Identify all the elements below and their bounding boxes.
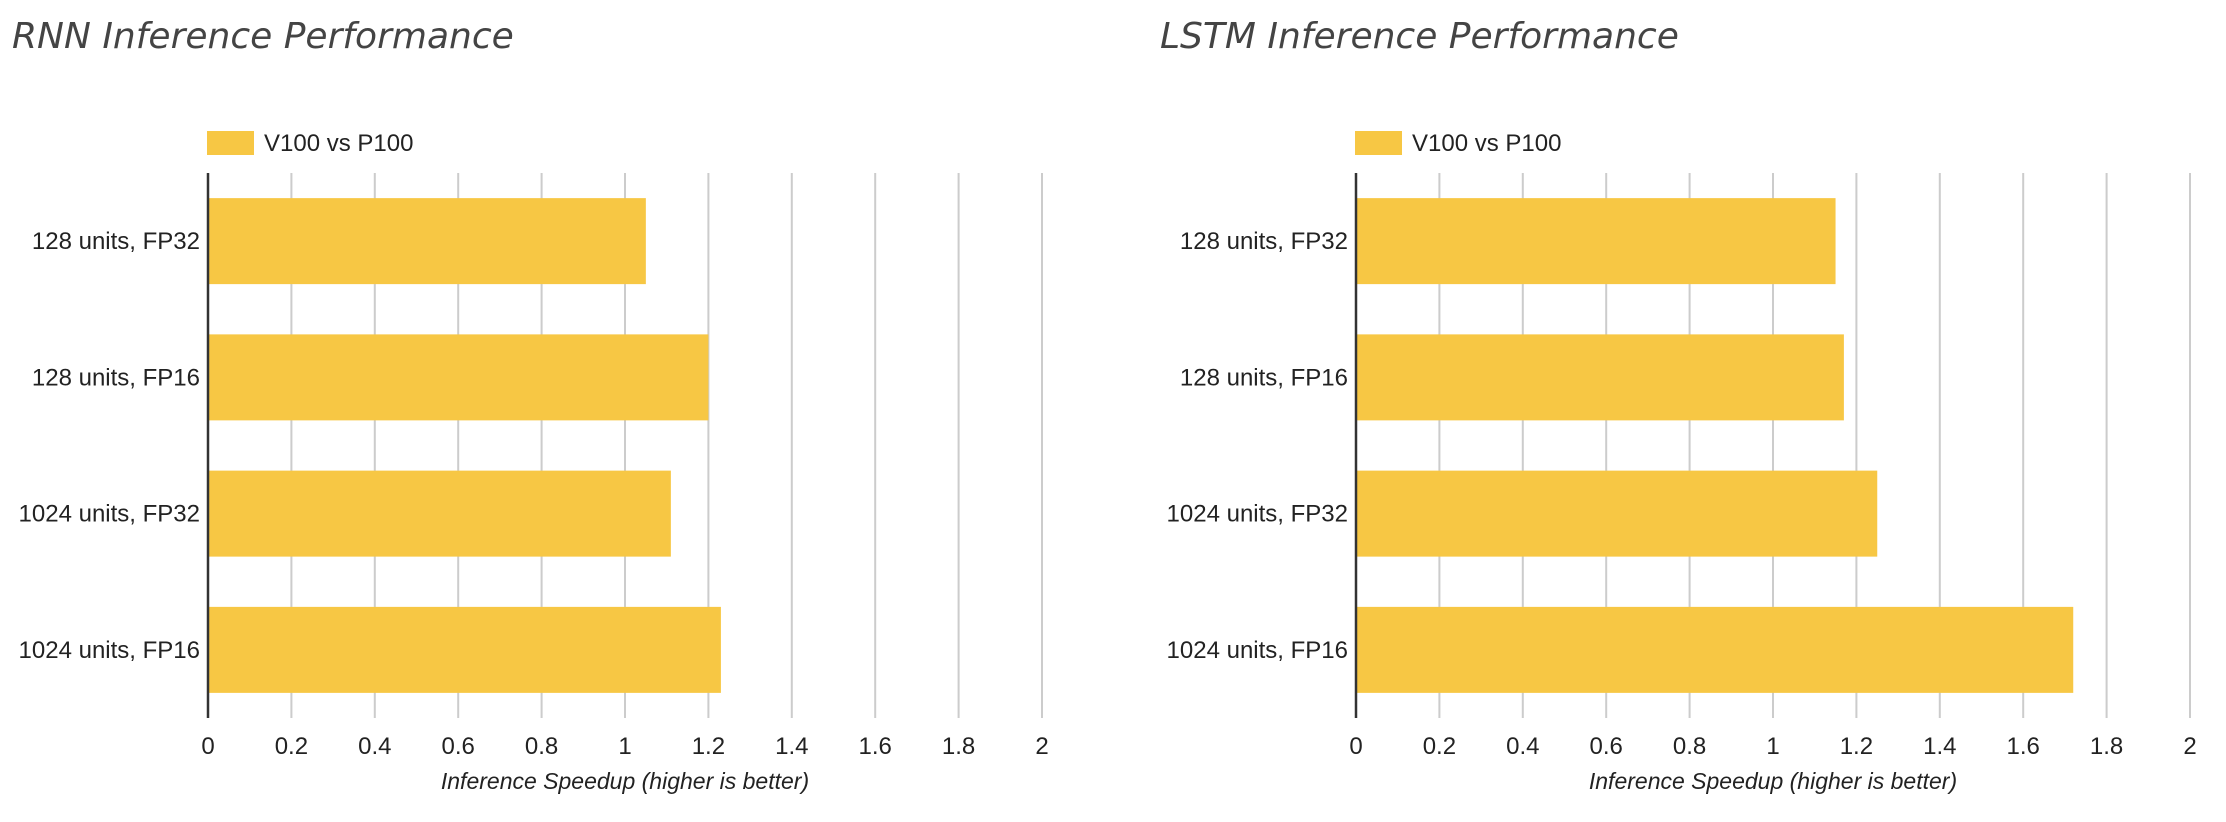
x-tick-label: 1 (1766, 733, 1779, 760)
category-label: 128 units, FP32 (1180, 228, 1348, 255)
x-tick-label: 0.4 (1506, 733, 1539, 760)
bar-1 (1356, 198, 1836, 285)
x-tick-label: 1.4 (1923, 733, 1956, 760)
chart-title: RNN Inference Performance (12, 16, 514, 57)
x-axis-title: Inference Speedup (higher is better) (1589, 768, 1957, 794)
x-tick-label: 0.8 (1673, 733, 1706, 760)
category-label: 1024 units, FP16 (19, 637, 200, 664)
x-tick-label: 0.2 (275, 733, 308, 760)
category-label: 128 units, FP16 (32, 364, 200, 391)
x-tick-label: 1.6 (859, 733, 892, 760)
x-tick-label: 0.6 (1590, 733, 1623, 760)
x-tick-label: 0 (201, 733, 214, 760)
x-tick-label: 1.4 (775, 733, 808, 760)
x-tick-label: 2 (2183, 733, 2196, 760)
x-tick-label: 1.8 (942, 733, 975, 760)
x-tick-label: 1.8 (2090, 733, 2123, 760)
chart-title: LSTM Inference Performance (1160, 16, 1679, 57)
x-tick-label: 1.2 (1840, 733, 1873, 760)
x-tick-label: 0 (1349, 733, 1362, 760)
x-axis-title: Inference Speedup (higher is better) (441, 768, 809, 794)
lstm-chart-panel: LSTM Inference Performance V100 vs P100 12… (1148, 0, 2226, 822)
bar-1 (208, 198, 646, 285)
bar-2 (208, 334, 709, 421)
legend-label: V100 vs P100 (264, 130, 413, 157)
x-tick-label: 0.4 (358, 733, 391, 760)
category-label: 128 units, FP16 (1180, 364, 1348, 391)
x-tick-label: 0.6 (442, 733, 475, 760)
x-tick-label: 1.2 (692, 733, 725, 760)
legend-swatch (207, 131, 254, 155)
category-label: 1024 units, FP16 (1167, 637, 1348, 664)
bar-4 (208, 606, 721, 693)
bar-3 (208, 470, 671, 557)
bar-4 (1356, 606, 2074, 693)
rnn-chart-panel: RNN Inference Performance V100 vs P100 128… (12, 16, 1049, 794)
x-tick-label: 2 (1035, 733, 1048, 760)
category-label: 1024 units, FP32 (1167, 501, 1348, 528)
legend-label: V100 vs P100 (1412, 130, 1561, 157)
x-tick-label: 1.6 (2007, 733, 2040, 760)
bar-3 (1356, 470, 1878, 557)
bar-2 (1356, 334, 1844, 421)
x-tick-label: 1 (618, 733, 631, 760)
category-label: 1024 units, FP32 (19, 501, 200, 528)
legend-swatch (1355, 131, 1402, 155)
x-tick-label: 0.2 (1423, 733, 1456, 760)
category-label: 128 units, FP32 (32, 228, 200, 255)
rnn-chart: RNN Inference Performance V100 vs P100 128… (12, 16, 1049, 794)
x-tick-label: 0.8 (525, 733, 558, 760)
